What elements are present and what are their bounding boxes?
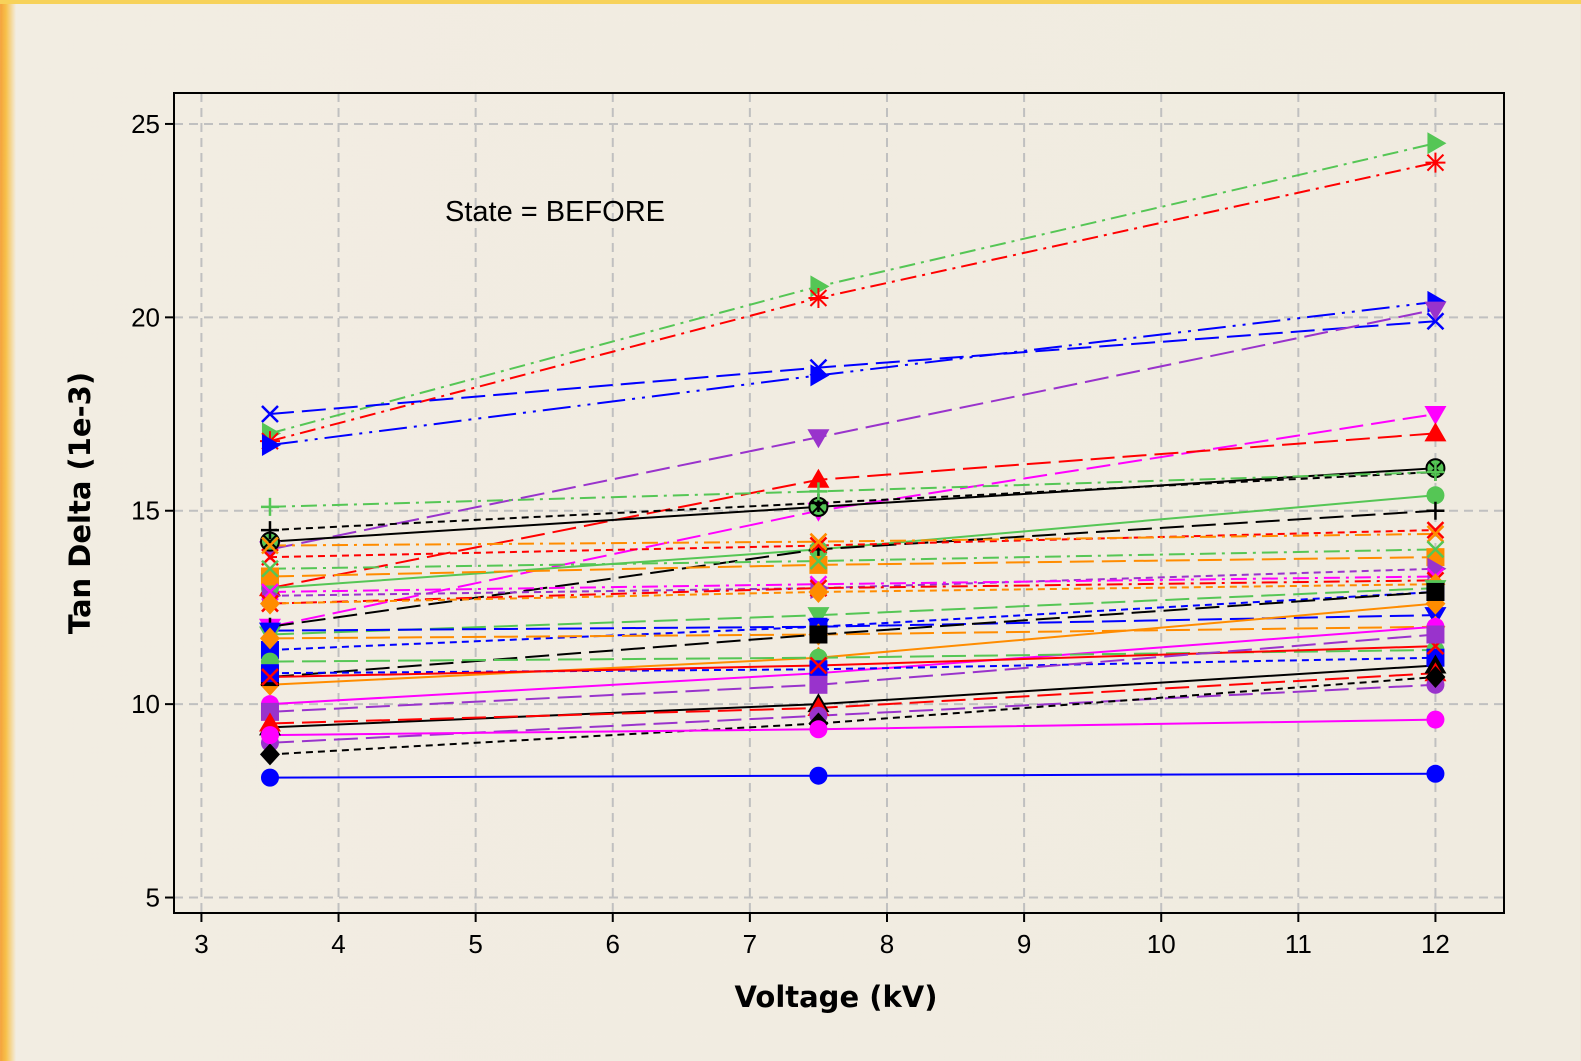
series-line [269,625,1436,706]
y-tick-label: 25 [131,109,160,139]
y-tick-label: 5 [146,883,160,913]
data-point-marker [809,358,828,377]
data-point-marker [260,768,279,787]
x-tick-label: 4 [331,929,345,959]
data-point-marker [1426,312,1445,331]
y-axis-title: Tan Delta (1e-3) [63,372,97,634]
series-line [269,583,1436,605]
series-line [269,567,1436,597]
data-point-marker [1426,501,1445,520]
data-point-marker [260,664,279,683]
data-point-marker [809,656,828,675]
series-lines [269,142,1436,779]
data-point-marker [259,592,280,615]
series-line [269,590,1436,651]
data-point-marker [1426,521,1445,539]
data-point-marker [809,660,828,679]
data-point-marker [1426,625,1445,644]
data-point-marker [809,766,828,785]
series-line [269,320,1436,416]
data-point-marker [809,720,828,739]
y-tick-label: 15 [131,496,160,526]
tan-delta-line-chart: 3 4 5 6 7 8 9 10 11 12 5 10 15 20 25 State = BEFORE Vo… [63,92,1505,1014]
x-tick-label: 12 [1421,929,1450,959]
y-tick-label: 10 [131,689,160,719]
series-line [269,308,1436,551]
data-point-marker [807,607,830,627]
data-point-marker [1425,152,1446,173]
data-point-marker [261,559,279,578]
plot-area-border [173,92,1505,914]
data-point-marker [1426,582,1445,601]
x-tick-label: 8 [880,929,894,959]
data-point-marker [1424,422,1447,442]
series-line [269,548,1436,570]
data-point-marker [1426,463,1445,482]
data-point-marker [1426,525,1445,543]
series-line [269,587,1436,636]
data-point-marker [808,580,829,603]
data-point-marker [1424,406,1447,426]
series-markers [258,132,1447,787]
series-line [269,529,1436,559]
data-point-marker [261,668,279,686]
series-line [269,142,1436,435]
data-point-marker [807,468,830,488]
data-point-marker [809,532,828,551]
data-point-marker [1426,540,1445,559]
data-point-marker [809,482,828,501]
x-tick-label: 5 [468,929,482,959]
series-line [269,300,1436,446]
data-point-marker [261,433,281,456]
data-point-marker [260,497,279,516]
data-point-marker [259,743,280,766]
data-point-marker [809,536,828,555]
data-point-marker [260,726,279,745]
x-tick-label: 10 [1147,929,1176,959]
data-point-marker [1427,132,1447,155]
x-tick-label: 6 [606,929,620,959]
data-point-marker [261,405,279,423]
data-point-marker [1426,486,1445,505]
data-point-marker [260,702,279,721]
x-tick-label: 3 [194,929,208,959]
series-line [269,718,1436,737]
series-line [269,672,1436,725]
data-point-marker [809,675,828,694]
data-point-marker [809,555,828,574]
data-point-marker [810,275,830,298]
x-axis-title: Voltage (kV) [735,980,938,1014]
axis-ticks: 3 4 5 6 7 8 9 10 11 12 5 10 15 20 25 [131,109,1450,959]
state-annotation: State = BEFORE [445,196,665,228]
data-point-marker [258,712,281,732]
series-line [269,656,1436,675]
series-line [269,509,1436,628]
data-point-marker [259,627,280,650]
x-tick-label: 7 [743,929,757,959]
data-point-marker [808,288,829,308]
series-line [269,772,1436,779]
data-point-marker [1425,666,1446,689]
data-point-marker [261,536,279,555]
data-point-marker [1424,301,1447,321]
series-line [269,471,1436,532]
data-point-marker [809,625,828,644]
data-point-marker [260,521,279,540]
x-tick-label: 9 [1017,929,1031,959]
data-point-marker [809,552,828,570]
series-line [269,467,1436,543]
y-tick-label: 20 [131,302,160,332]
series-line [269,676,1436,756]
x-tick-label: 11 [1285,929,1312,959]
data-point-marker [1426,764,1445,783]
data-point-marker [1426,710,1445,729]
data-point-marker [807,429,830,449]
